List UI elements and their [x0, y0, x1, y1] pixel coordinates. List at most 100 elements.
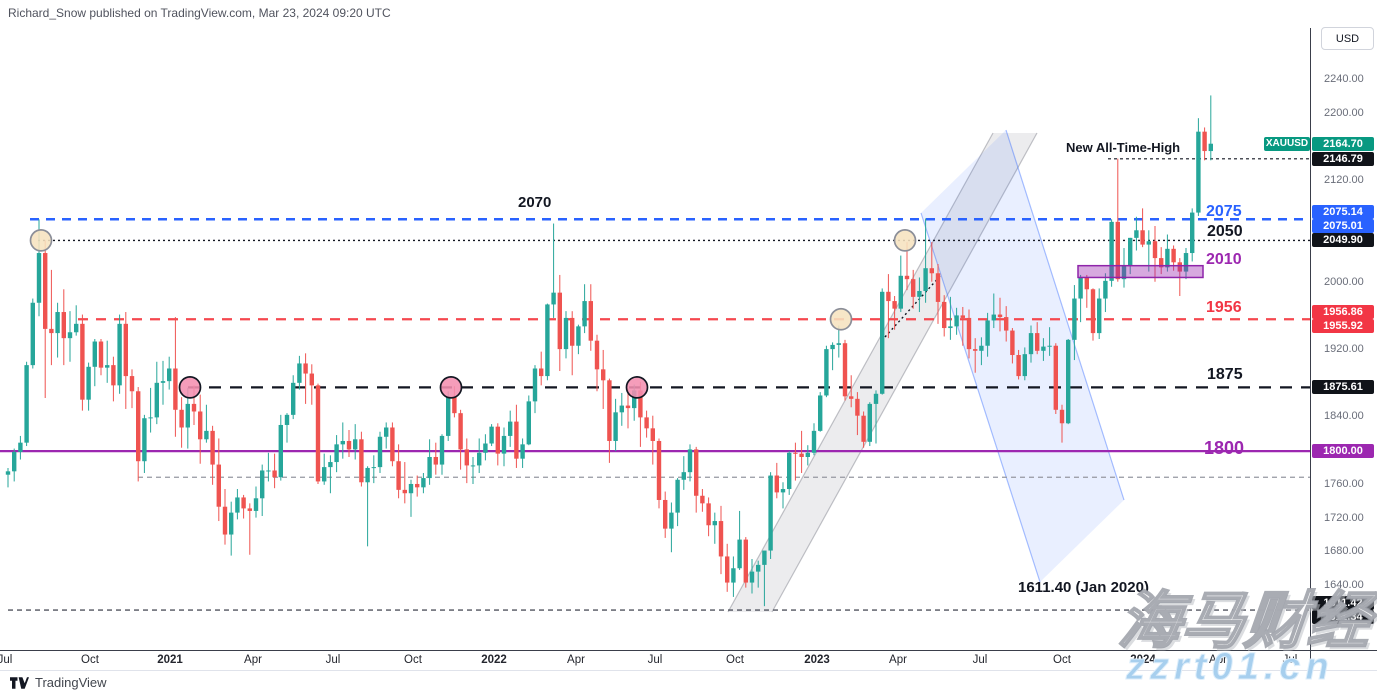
candle	[979, 337, 984, 366]
candle	[427, 439, 432, 485]
time-axis-label: 2021	[157, 654, 183, 666]
candle	[1066, 339, 1071, 425]
price-grid-label: 2240.00	[1324, 73, 1364, 86]
candle	[942, 295, 947, 337]
time-axis-separator	[0, 650, 1377, 651]
candle	[384, 422, 389, 449]
candlestick-plot[interactable]	[0, 0, 1310, 650]
candle	[849, 375, 854, 408]
chart-annotation-label: 2070	[518, 194, 552, 211]
candle	[966, 309, 972, 359]
candle	[1208, 95, 1213, 161]
candle	[594, 334, 600, 392]
price-grid-label: 2000.00	[1324, 275, 1364, 288]
candle	[743, 537, 748, 588]
candle	[588, 284, 593, 351]
candle	[136, 387, 141, 482]
candle	[477, 438, 482, 474]
candle	[991, 293, 996, 329]
chart-annotation-label: 2050	[1207, 223, 1243, 240]
price-axis-badge: 2164.70	[1312, 136, 1374, 151]
candle	[365, 466, 370, 547]
candle	[774, 462, 779, 499]
candle	[1097, 288, 1102, 339]
candle	[408, 479, 414, 517]
price-grid-label: 1840.00	[1324, 410, 1364, 423]
candle	[818, 392, 823, 432]
candle	[508, 410, 513, 447]
candle	[421, 473, 426, 494]
candle	[129, 369, 135, 409]
candle	[855, 392, 860, 436]
candle	[371, 455, 376, 484]
candle	[551, 223, 556, 318]
candle	[873, 390, 879, 444]
candle	[830, 342, 835, 371]
candle	[439, 434, 445, 475]
price-grid-label: 1680.00	[1324, 545, 1364, 558]
candle	[948, 296, 953, 340]
tradingview-logo-icon[interactable]	[10, 676, 29, 690]
candle	[291, 375, 296, 420]
candle	[1072, 285, 1077, 361]
candle	[433, 442, 438, 475]
candle	[1159, 247, 1164, 275]
currency-usd-button[interactable]: USD	[1321, 27, 1374, 50]
candle	[495, 423, 500, 466]
candle	[718, 505, 724, 575]
candle	[67, 311, 73, 362]
candle	[836, 325, 841, 358]
time-axis-label: Oct	[81, 654, 99, 666]
candle	[303, 353, 308, 404]
candle	[111, 356, 116, 402]
candle	[582, 284, 587, 334]
candle	[446, 391, 451, 441]
candle	[880, 288, 885, 395]
price-grid-label: 1760.00	[1324, 477, 1364, 490]
tradingview-brand-text[interactable]: TradingView	[35, 675, 107, 690]
footer: TradingView	[10, 675, 107, 690]
candle	[656, 438, 662, 509]
candle	[167, 356, 172, 390]
candle	[501, 427, 507, 467]
time-axis[interactable]: Jul Oct 2021 Apr Jul Oct 2022 Apr Jul Oct 2023 Apr J…	[0, 651, 1377, 670]
candle	[824, 345, 829, 398]
chart-annotation-label: 1611.40 (Jan 2020)	[1018, 579, 1149, 596]
price-axis[interactable]: 2280.002240.002200.002120.002000.001920.…	[1311, 28, 1377, 650]
candle	[1010, 328, 1015, 364]
candle	[359, 431, 364, 487]
candle	[24, 361, 29, 447]
candle	[811, 423, 817, 456]
candle	[117, 314, 122, 394]
candle	[514, 404, 519, 468]
consolidation-box	[1077, 264, 1204, 279]
candle	[570, 311, 575, 376]
candle	[489, 424, 494, 447]
candle	[464, 438, 469, 484]
candle	[390, 422, 395, 467]
candle	[1140, 208, 1145, 248]
candle	[179, 397, 184, 448]
candle	[545, 303, 550, 381]
trend-channel-edge	[920, 212, 1041, 583]
time-axis-label: Jul	[325, 654, 341, 666]
watermark-url: zzrt01.cn	[1126, 646, 1334, 689]
level-touch-circle	[625, 376, 649, 399]
price-axis-badge: 1875.61	[1312, 380, 1374, 395]
candle	[1022, 347, 1027, 381]
candle	[886, 274, 891, 339]
candle	[216, 438, 221, 522]
trend-channel	[921, 130, 1124, 582]
candle	[272, 453, 277, 489]
candle	[700, 489, 705, 512]
candle	[1190, 208, 1195, 262]
candle	[1047, 327, 1052, 356]
candle	[768, 472, 773, 559]
time-axis-label: Apr	[244, 654, 262, 666]
trend-channel-edge	[771, 132, 1038, 613]
price-axis-badge: 2075.14	[1312, 205, 1374, 220]
candle	[1035, 322, 1040, 355]
price-axis-separator	[1310, 28, 1311, 669]
candle	[1084, 274, 1089, 308]
